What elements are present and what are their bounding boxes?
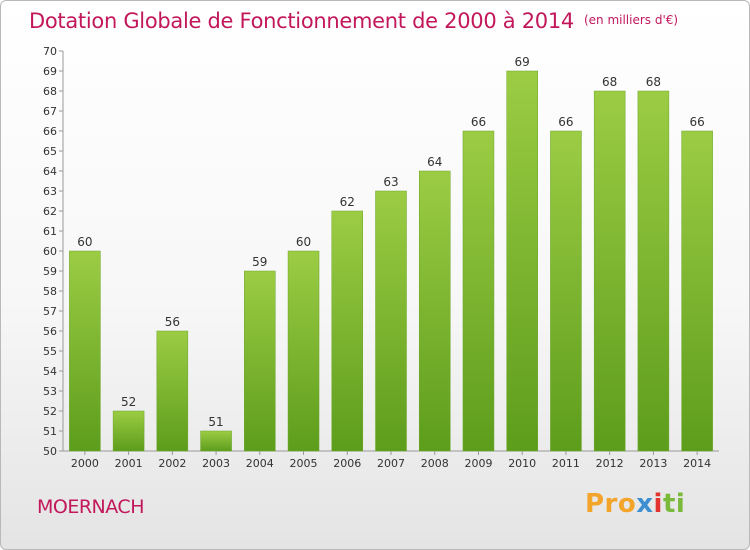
bar-value-label: 52 bbox=[121, 395, 136, 409]
y-tick-label: 67 bbox=[43, 105, 57, 118]
bar bbox=[200, 430, 232, 452]
y-tick-label: 60 bbox=[43, 245, 57, 258]
y-tick-label: 61 bbox=[43, 225, 57, 238]
bar bbox=[681, 130, 713, 452]
y-tick-label: 56 bbox=[43, 325, 57, 338]
commune-name: MOERNACH bbox=[37, 496, 145, 518]
bar-value-label: 66 bbox=[471, 115, 486, 129]
bar bbox=[418, 170, 451, 452]
bar-value-label: 56 bbox=[165, 315, 180, 329]
bar bbox=[375, 190, 407, 452]
chart-title-text: Dotation Globale de Fonctionnement de 20… bbox=[29, 9, 574, 33]
x-tick-label: 2012 bbox=[596, 457, 624, 470]
y-tick-label: 68 bbox=[43, 85, 57, 98]
bar bbox=[506, 70, 538, 452]
x-tick-label: 2006 bbox=[333, 457, 361, 470]
y-tick-label: 54 bbox=[43, 365, 57, 378]
bar bbox=[331, 210, 364, 452]
bar-value-label: 63 bbox=[383, 175, 398, 189]
y-tick-label: 70 bbox=[43, 45, 57, 58]
bar-value-label: 68 bbox=[646, 75, 661, 89]
bar bbox=[156, 330, 189, 452]
chart-unit: (en milliers d'€) bbox=[583, 13, 679, 27]
bar-value-label: 66 bbox=[558, 115, 573, 129]
bar-value-label: 51 bbox=[208, 415, 223, 429]
bar-value-label: 66 bbox=[689, 115, 704, 129]
x-tick-label: 2013 bbox=[639, 457, 667, 470]
y-tick-label: 55 bbox=[43, 345, 57, 358]
bar-value-label: 60 bbox=[296, 235, 311, 249]
y-tick-label: 52 bbox=[43, 405, 57, 418]
x-tick-label: 2001 bbox=[115, 457, 143, 470]
x-tick-label: 2011 bbox=[552, 457, 580, 470]
proxiti-logo: Proxiti bbox=[585, 489, 686, 519]
bar-value-label: 59 bbox=[252, 255, 267, 269]
bar-value-label: 68 bbox=[602, 75, 617, 89]
y-tick-label: 57 bbox=[43, 305, 57, 318]
y-tick-label: 50 bbox=[43, 445, 57, 458]
bar bbox=[593, 90, 626, 452]
x-tick-label: 2005 bbox=[290, 457, 318, 470]
chart-title: Dotation Globale de Fonctionnement de 20… bbox=[29, 9, 678, 33]
y-tick-label: 66 bbox=[43, 125, 57, 138]
bars: 60 52 56 51 59 60 62 63 64 66 69 66 68 68 66 bbox=[69, 55, 713, 452]
x-tick-label: 2014 bbox=[683, 457, 711, 470]
y-tick-label: 62 bbox=[43, 205, 57, 218]
x-tick-label: 2000 bbox=[71, 457, 99, 470]
axes: 50 51 52 53 54 55 56 57 58 59 60 61 62 63 64 65 66 67 68 69… bbox=[43, 45, 719, 470]
y-tick-label: 51 bbox=[43, 425, 57, 438]
bar-value-label: 60 bbox=[77, 235, 92, 249]
x-tick-label: 2008 bbox=[421, 457, 449, 470]
x-tick-label: 2004 bbox=[246, 457, 274, 470]
bar bbox=[462, 130, 495, 452]
y-tick-label: 58 bbox=[43, 285, 57, 298]
bar-value-label: 69 bbox=[515, 55, 530, 69]
y-tick-label: 69 bbox=[43, 65, 57, 78]
bar bbox=[637, 90, 670, 452]
x-tick-label: 2009 bbox=[464, 457, 492, 470]
bar-value-label: 62 bbox=[340, 195, 355, 209]
x-tick-label: 2007 bbox=[377, 457, 405, 470]
bar bbox=[112, 410, 145, 452]
bar bbox=[287, 250, 320, 452]
bar bbox=[244, 270, 276, 452]
x-tick-label: 2003 bbox=[202, 457, 230, 470]
y-tick-label: 63 bbox=[43, 185, 57, 198]
y-tick-label: 59 bbox=[43, 265, 57, 278]
bar bbox=[550, 130, 582, 452]
x-tick-label: 2002 bbox=[158, 457, 186, 470]
y-tick-label: 53 bbox=[43, 385, 57, 398]
bar-value-label: 64 bbox=[427, 155, 442, 169]
x-tick-label: 2010 bbox=[508, 457, 536, 470]
y-tick-label: 64 bbox=[43, 165, 57, 178]
y-tick-label: 65 bbox=[43, 145, 57, 158]
bar bbox=[69, 250, 101, 452]
